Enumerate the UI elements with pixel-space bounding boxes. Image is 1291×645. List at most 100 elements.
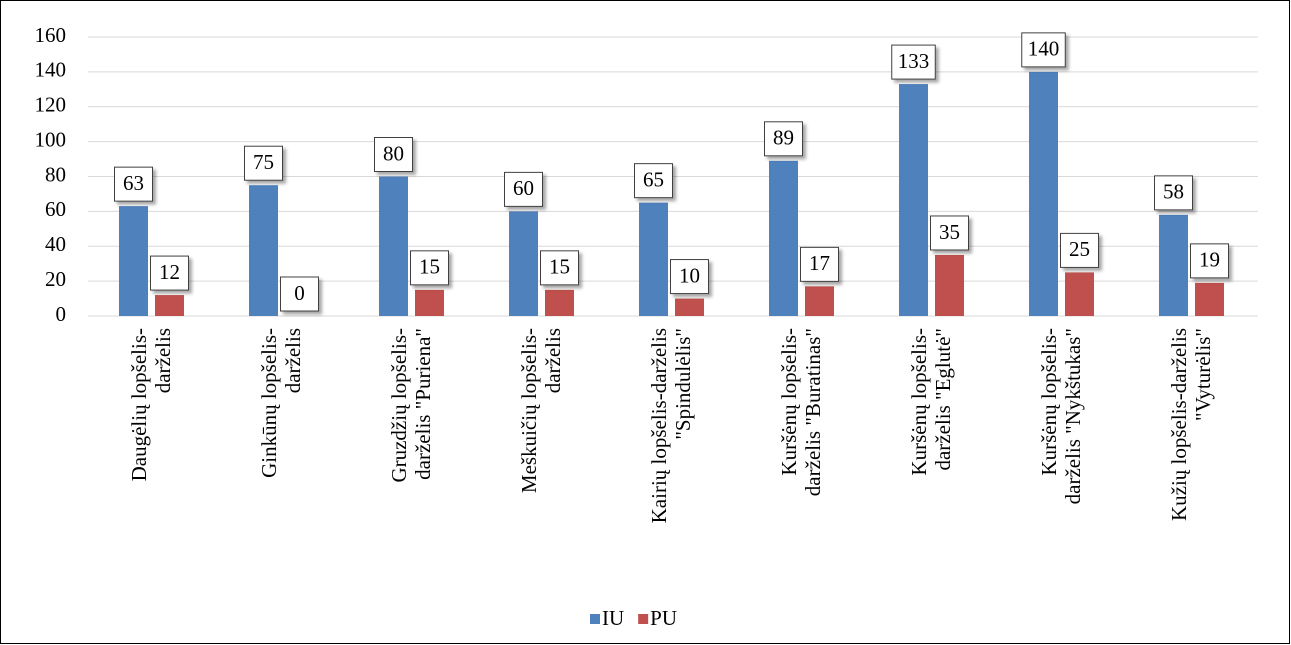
data-label-box (114, 166, 153, 202)
legend-swatch (590, 614, 600, 624)
y-tick-label: 120 (35, 93, 67, 117)
x-tick-label-line: Ginkūnų lopšelis- (257, 328, 281, 478)
legend-label: PU (650, 606, 677, 630)
x-tick-label-line: Kairių lopšelis-darželis (647, 328, 671, 523)
data-label-box (504, 171, 543, 207)
x-tick-label: Kuršėnų lopšelis-darželis "Eglutė" (907, 328, 955, 476)
bar (509, 211, 538, 316)
data-label-text: 65 (643, 167, 664, 191)
x-tick-label: Daugėlių lopšelis-darželis (127, 328, 175, 481)
bar (545, 289, 574, 316)
data-label-box (764, 121, 803, 157)
x-tick-label-line: "Spindulėlis" (671, 328, 695, 440)
y-tick-label: 40 (45, 232, 66, 256)
x-tick-label-line: darželis (541, 328, 565, 393)
data-label-text: 25 (1069, 237, 1090, 261)
bar (415, 289, 444, 316)
data-label-box (244, 145, 283, 181)
bar (675, 298, 704, 316)
data-label: 15 (540, 250, 579, 286)
data-label: 89 (764, 121, 803, 157)
data-label: 10 (670, 259, 709, 295)
bar (1065, 272, 1094, 316)
y-tick-label: 20 (45, 267, 66, 291)
data-label-text: 15 (549, 255, 570, 279)
x-tick-label-line: darželis (281, 328, 305, 393)
data-label: 75 (244, 145, 283, 181)
x-tick-label-line: darželis (151, 328, 175, 393)
bar (899, 84, 928, 316)
data-label: 63 (114, 166, 153, 202)
data-label: 140 (1021, 32, 1066, 68)
y-tick-label: 140 (35, 58, 67, 82)
y-tick-label: 60 (45, 197, 66, 221)
bar (119, 206, 148, 316)
data-label-text: 17 (809, 251, 830, 275)
data-label-box (1021, 32, 1066, 68)
y-tick-label: 0 (56, 302, 67, 326)
x-tick-label: Ginkūnų lopšelis-darželis (257, 328, 305, 478)
data-label: 60 (504, 171, 543, 207)
x-tick-label: Kužių lopšelis-darželis "Vyturėlis" (1167, 328, 1215, 521)
x-tick-label-line: Kuršėnų lopšelis- (1037, 328, 1061, 476)
x-tick-label-line: Kuršėnų lopšelis- (777, 328, 801, 476)
bar (639, 202, 668, 316)
data-label: 15 (410, 250, 449, 286)
data-label: 65 (634, 163, 673, 199)
x-tick-label-line: "Vyturėlis" (1191, 328, 1215, 421)
legend-swatch (638, 614, 649, 624)
x-tick-label: Kuršėnų lopšelis-darželis "Nykštukas" (1037, 328, 1085, 504)
data-label-text: 58 (1163, 180, 1184, 204)
data-label-box (280, 276, 319, 312)
data-label-text: 0 (294, 281, 305, 305)
data-label-text: 89 (773, 126, 794, 150)
x-tick-label-line: darželis "Puriena" (411, 328, 435, 480)
legend: IU PU (590, 606, 677, 630)
data-label: 80 (374, 137, 413, 172)
data-label-text: 140 (1028, 37, 1060, 61)
x-tick-label-line: darželis "Buratinas" (801, 328, 825, 496)
data-label: 35 (930, 215, 969, 251)
data-label-text: 75 (253, 150, 274, 174)
bar (1195, 282, 1224, 316)
bar (379, 176, 408, 316)
y-tick-label: 100 (35, 127, 67, 151)
data-label-text: 12 (159, 260, 180, 284)
x-tick-label-line: Daugėlių lopšelis- (127, 328, 151, 481)
data-label: 0 (280, 276, 319, 312)
data-label: 25 (1060, 232, 1099, 268)
x-tick-label: Kairių lopšelis-darželis "Spindulėlis" (647, 328, 695, 523)
data-label-box (1060, 232, 1099, 268)
bar (249, 185, 278, 316)
data-label-text: 60 (513, 176, 534, 200)
data-label-box (634, 163, 673, 199)
data-label: 58 (1154, 175, 1193, 211)
x-tick-label-line: Gruzdžių lopšelis- (387, 328, 411, 483)
data-label-box (150, 255, 189, 291)
legend-label: IU (602, 606, 624, 630)
data-label-text: 15 (419, 255, 440, 279)
data-label-box (891, 44, 936, 80)
x-tick-label-line: Meškuičių lopšelis- (517, 328, 541, 493)
data-label-box (410, 250, 449, 286)
data-label-box (540, 250, 579, 286)
data-label-text: 10 (679, 263, 700, 287)
data-label-text: 133 (898, 49, 930, 73)
data-label-box (1190, 243, 1229, 279)
data-label: 19 (1190, 243, 1229, 279)
data-label: 12 (150, 255, 189, 291)
bar (935, 254, 964, 316)
x-tick-label: Gruzdžių lopšelis-darželis "Puriena" (387, 328, 435, 483)
data-label: 133 (891, 44, 936, 80)
data-label: 17 (800, 246, 839, 282)
x-tick-label-line: darželis "Eglutė" (931, 328, 955, 471)
x-tick-label: Kuršėnų lopšelis-darželis "Buratinas" (777, 328, 825, 496)
y-tick-label: 160 (35, 23, 67, 47)
data-label-box (930, 215, 969, 251)
x-tick-label-line: Kužių lopšelis-darželis (1167, 328, 1191, 521)
x-tick-label-line: darželis "Nykštukas" (1061, 328, 1085, 504)
data-label-box (1154, 175, 1193, 211)
bar (155, 295, 184, 316)
data-label-text: 63 (123, 171, 144, 195)
